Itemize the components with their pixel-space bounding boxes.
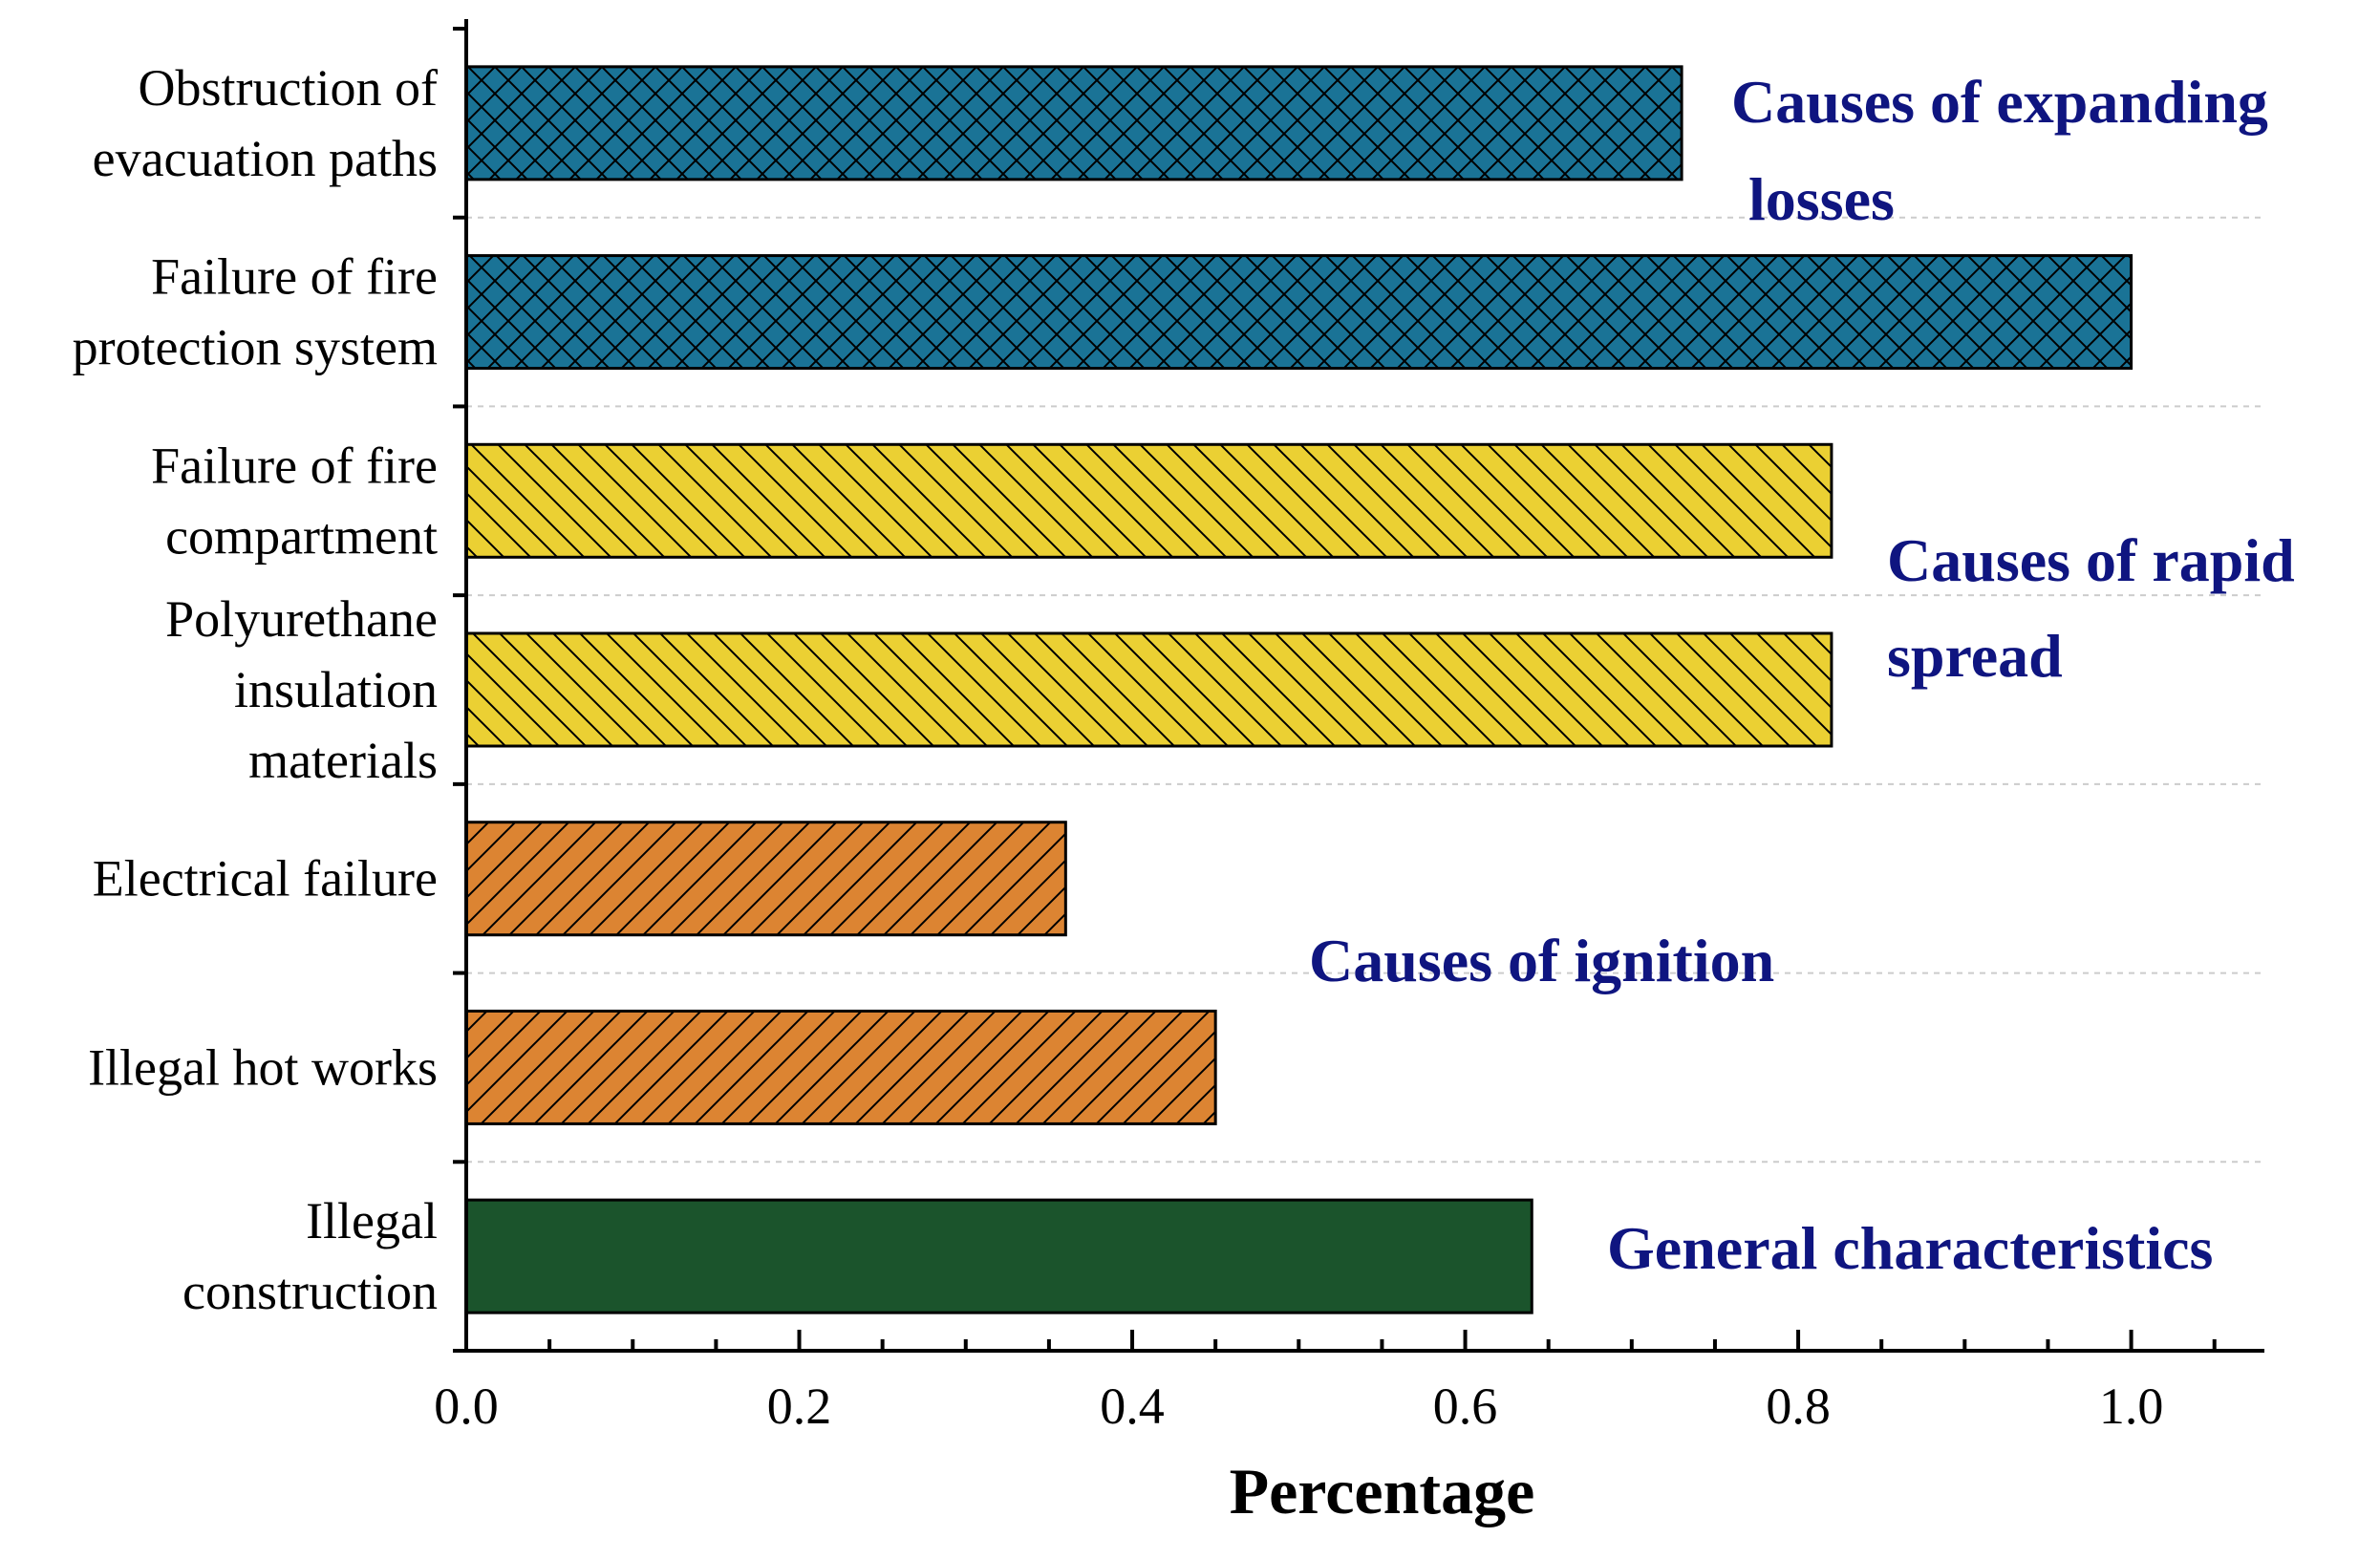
bar [464, 442, 1833, 559]
group-label-ignition: Causes of ignition [1309, 927, 1774, 994]
x-tick-label: 0.2 [767, 1377, 832, 1435]
category-label: Failure of fire compartment [151, 437, 438, 565]
group-label-expanding: Causes of expanding losses [1731, 68, 2268, 233]
labels: Obstruction of evacuation paths Failure of… [73, 59, 2295, 1527]
x-tick-label: 0.6 [1433, 1377, 1498, 1435]
bar [464, 631, 1833, 748]
bar [464, 1009, 1217, 1125]
x-axis-title: Percentage [1230, 1455, 1535, 1527]
category-label: Electrical failure [93, 850, 438, 908]
group-label-general: General characteristics [1607, 1214, 2213, 1282]
category-label: Obstruction of evacuation paths [93, 59, 438, 187]
gridlines [466, 216, 2264, 1164]
group-label-spread: Causes of rapid spread [1887, 526, 2295, 690]
x-tick-label: 0.8 [1766, 1377, 1831, 1435]
x-tick-label: 0.0 [434, 1377, 499, 1435]
category-label: Illegal hot works [88, 1038, 438, 1096]
x-tick-label: 0.4 [1100, 1377, 1165, 1435]
bar [464, 1198, 1533, 1314]
category-label: Polyurethane insulation materials [165, 590, 438, 789]
bar [464, 254, 2133, 371]
category-label: Failure of fire protection system [73, 248, 438, 376]
axes [453, 19, 2264, 1353]
bar [464, 65, 1683, 182]
x-tick-label: 1.0 [2099, 1377, 2164, 1435]
category-label: Illegal construction [182, 1192, 438, 1320]
bar [464, 821, 1067, 937]
bars [464, 65, 2133, 1314]
